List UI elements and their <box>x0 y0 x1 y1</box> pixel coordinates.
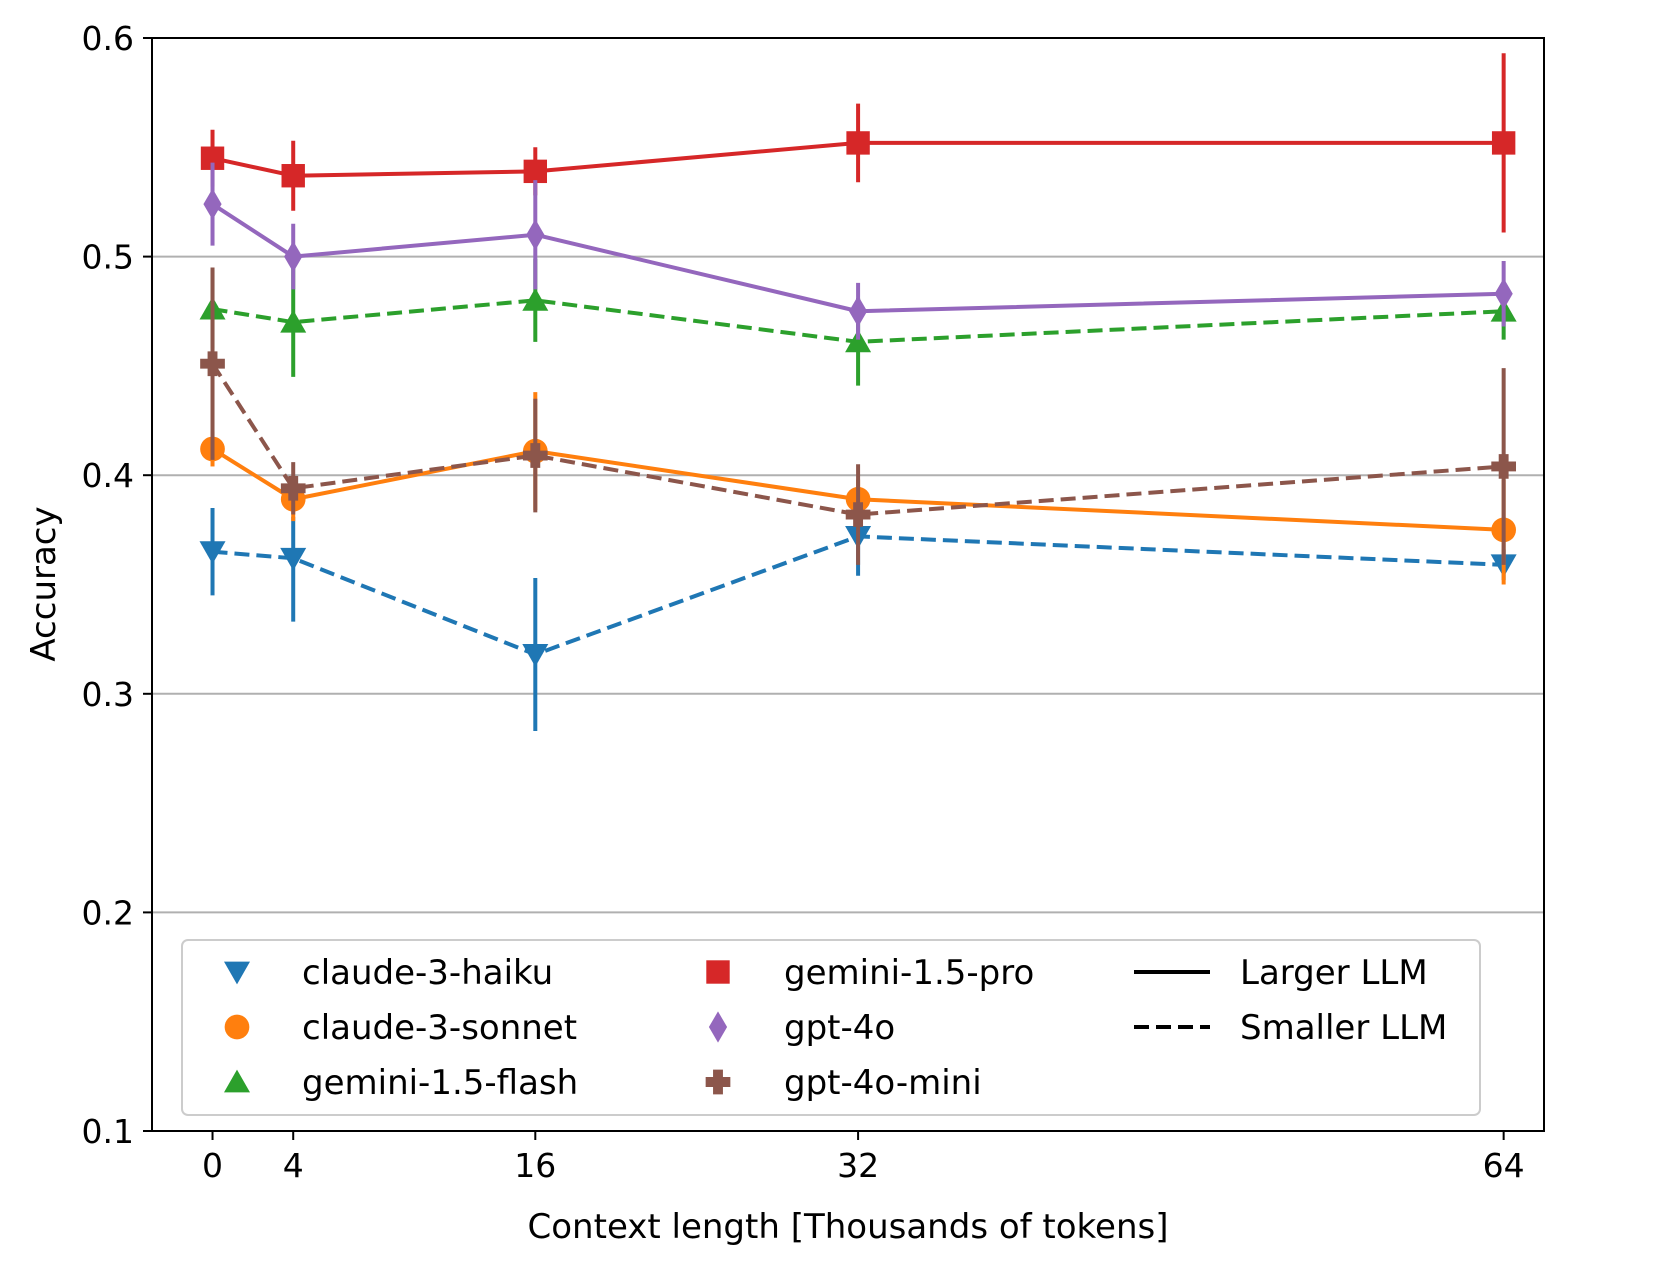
legend-label: gpt-4o <box>784 1008 895 1048</box>
y-gridlines <box>152 255 1544 914</box>
legend-marker <box>224 1014 250 1040</box>
data-point <box>848 295 868 327</box>
x-axis-label: Context length [Thousands of tokens] <box>528 1207 1169 1247</box>
y-tick-label: 0.3 <box>82 675 134 714</box>
series-gemini-1.5-pro <box>200 53 1516 233</box>
data-point <box>1494 278 1513 310</box>
legend-label: claude-3-sonnet <box>302 1008 577 1048</box>
x-tick-label: 16 <box>514 1146 556 1185</box>
data-point <box>522 644 549 667</box>
legend-marker <box>705 1069 731 1095</box>
x-tick-label: 32 <box>837 1146 879 1185</box>
x-tick-label: 0 <box>202 1146 223 1185</box>
series-line <box>212 298 1504 344</box>
x-axis-ticks: 0 4 16 32 64 <box>202 1131 1525 1185</box>
legend-item-claude-3-haiku: claude-3-haiku <box>224 953 553 993</box>
y-axis-ticks: 0.1 0.2 0.3 0.4 0.5 0.6 <box>82 19 152 1151</box>
y-tick-label: 0.4 <box>82 456 134 495</box>
x-tick-label: 4 <box>283 1146 304 1185</box>
legend-item-gpt-4o: gpt-4o <box>708 1008 895 1048</box>
series-line <box>210 362 1504 517</box>
data-point <box>199 541 226 565</box>
data-point <box>280 475 306 501</box>
legend-marker <box>708 1011 728 1043</box>
x-tick-label: 64 <box>1483 1146 1525 1185</box>
plot-frame <box>151 37 1545 1132</box>
data-point <box>522 287 549 311</box>
legend-marker <box>224 1069 250 1093</box>
data-point <box>1491 131 1516 155</box>
y-tick-label: 0.1 <box>82 1112 134 1151</box>
legend-marker <box>224 961 250 985</box>
legend-frame <box>181 939 1481 1116</box>
legend-label: gemini-1.5-pro <box>784 953 1034 993</box>
data-point <box>284 241 303 273</box>
y-tick-label: 0.5 <box>82 238 134 277</box>
series-layer <box>199 53 1517 731</box>
y-tick-label: 0.2 <box>82 893 134 932</box>
data-point <box>522 443 548 468</box>
y-axis-label: Accuracy <box>24 506 64 661</box>
y-tick-label: 0.6 <box>82 19 134 58</box>
data-point <box>845 502 871 527</box>
data-point <box>526 219 545 251</box>
legend-label: gpt-4o-mini <box>784 1063 982 1103</box>
data-point <box>523 159 548 184</box>
legend-item-claude-3-sonnet: claude-3-sonnet <box>224 1008 577 1048</box>
data-point <box>280 309 307 333</box>
legend-label: Smaller LLM <box>1240 1008 1447 1048</box>
data-point <box>845 329 872 353</box>
data-point <box>846 131 870 155</box>
legend-item-gemini-1.5-pro: gemini-1.5-pro <box>706 953 1034 993</box>
data-point <box>200 146 225 170</box>
data-point <box>200 351 225 377</box>
legend-item-gpt-4o-mini: gpt-4o-mini <box>705 1063 982 1103</box>
data-point <box>203 188 222 220</box>
data-point <box>280 547 307 571</box>
legend-marker <box>706 960 730 984</box>
legend-label: Larger LLM <box>1240 953 1428 993</box>
data-point <box>1491 454 1517 479</box>
legend-item-gemini-1.5-flash: gemini-1.5-flash <box>224 1063 578 1103</box>
legend-label: gemini-1.5-flash <box>302 1063 578 1103</box>
series-gpt-4o <box>203 162 1513 340</box>
series-gpt-4o-mini <box>200 267 1517 565</box>
legend: claude-3-haiku claude-3-sonnet gemini-1.5-… <box>181 939 1481 1116</box>
legend-item-dashed: Smaller LLM <box>1134 1008 1447 1048</box>
legend-label: claude-3-haiku <box>302 953 553 993</box>
legend-item-solid: Larger LLM <box>1134 953 1428 993</box>
data-point <box>281 164 305 188</box>
